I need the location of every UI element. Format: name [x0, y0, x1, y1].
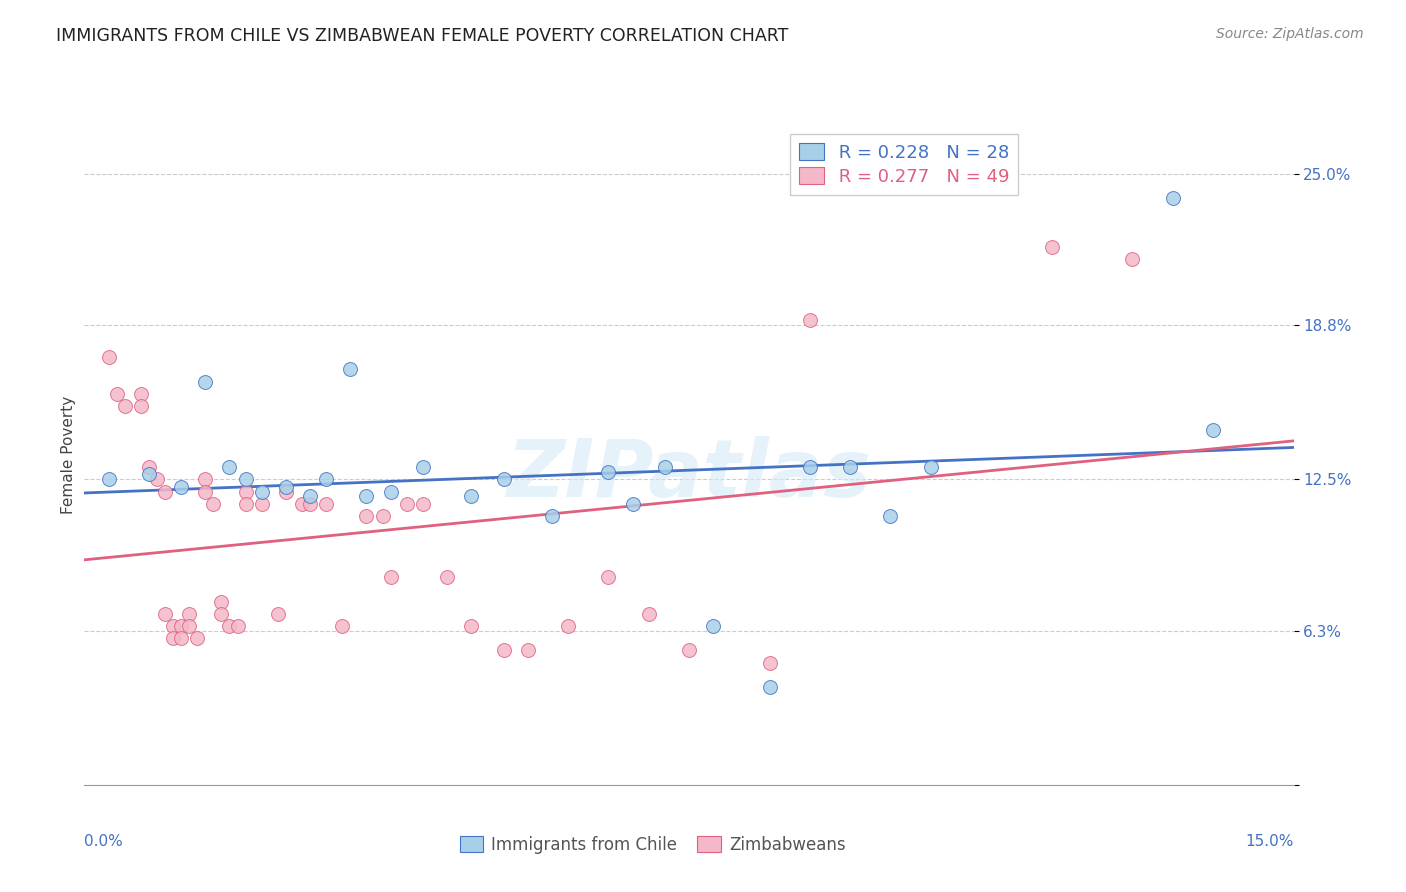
Point [380, 484, 402, 499]
Point [356, 490, 378, 504]
Point [371, 509, 394, 524]
Point [170, 619, 193, 633]
Point [654, 460, 676, 475]
Point [879, 509, 901, 524]
Point [186, 632, 208, 646]
Point [621, 497, 644, 511]
Point [209, 594, 232, 608]
Point [799, 313, 821, 327]
Point [436, 570, 458, 584]
Point [170, 480, 193, 494]
Point [702, 619, 724, 633]
Text: Source: ZipAtlas.com: Source: ZipAtlas.com [1216, 27, 1364, 41]
Point [758, 680, 780, 694]
Point [460, 490, 482, 504]
Point [226, 619, 249, 633]
Point [492, 472, 515, 486]
Point [267, 607, 290, 621]
Point [598, 465, 620, 479]
Point [194, 375, 217, 389]
Point [460, 619, 482, 633]
Point [412, 460, 434, 475]
Point [541, 509, 564, 524]
Point [839, 460, 862, 475]
Point [250, 484, 273, 499]
Point [758, 656, 780, 670]
Point [129, 386, 152, 401]
Text: ZIPatlas: ZIPatlas [506, 435, 872, 514]
Point [218, 619, 240, 633]
Point [162, 619, 184, 633]
Point [235, 472, 257, 486]
Text: IMMIGRANTS FROM CHILE VS ZIMBABWEAN FEMALE POVERTY CORRELATION CHART: IMMIGRANTS FROM CHILE VS ZIMBABWEAN FEMA… [56, 27, 789, 45]
Y-axis label: Female Poverty: Female Poverty [60, 396, 76, 514]
Point [1040, 240, 1063, 254]
Point [315, 497, 337, 511]
Point [138, 460, 160, 475]
Point [170, 632, 193, 646]
Point [412, 497, 434, 511]
Point [799, 460, 821, 475]
Point [250, 497, 273, 511]
Point [1161, 191, 1184, 205]
Point [179, 619, 201, 633]
Point [356, 509, 378, 524]
Point [105, 386, 128, 401]
Point [1202, 424, 1225, 438]
Point [138, 467, 160, 482]
Point [395, 497, 418, 511]
Point [153, 607, 176, 621]
Point [194, 472, 217, 486]
Legend: Immigrants from Chile, Zimbabweans: Immigrants from Chile, Zimbabweans [451, 828, 853, 863]
Point [920, 460, 942, 475]
Point [339, 362, 361, 376]
Point [330, 619, 353, 633]
Point [557, 619, 579, 633]
Point [218, 460, 240, 475]
Point [162, 632, 184, 646]
Point [194, 484, 217, 499]
Point [153, 484, 176, 499]
Point [274, 484, 297, 499]
Point [299, 497, 322, 511]
Point [516, 643, 538, 657]
Point [114, 399, 136, 413]
Point [97, 350, 120, 364]
Text: 0.0%: 0.0% [84, 834, 124, 849]
Point [235, 484, 257, 499]
Point [598, 570, 620, 584]
Point [235, 497, 257, 511]
Point [179, 607, 201, 621]
Point [678, 643, 700, 657]
Point [380, 570, 402, 584]
Point [299, 490, 322, 504]
Point [202, 497, 225, 511]
Point [274, 480, 297, 494]
Point [315, 472, 337, 486]
Point [291, 497, 314, 511]
Point [97, 472, 120, 486]
Text: 15.0%: 15.0% [1246, 834, 1294, 849]
Point [1121, 252, 1143, 267]
Point [146, 472, 169, 486]
Point [129, 399, 152, 413]
Point [637, 607, 659, 621]
Point [209, 607, 232, 621]
Point [492, 643, 515, 657]
